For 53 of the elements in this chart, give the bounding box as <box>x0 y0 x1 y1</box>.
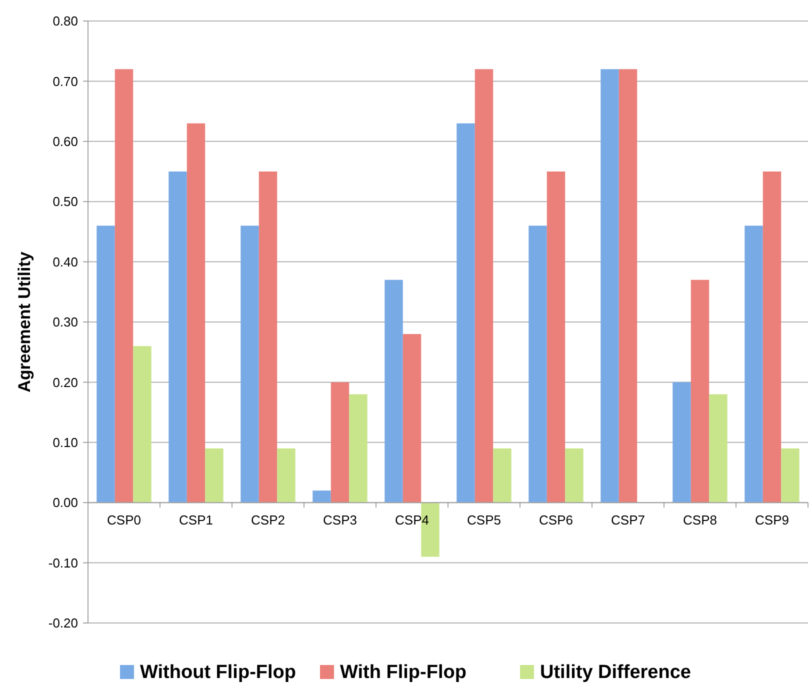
bar <box>258 172 278 503</box>
bar <box>384 280 403 503</box>
bar <box>546 172 566 503</box>
bar <box>690 280 710 503</box>
y-axis-title: Agreement Utility <box>15 251 34 392</box>
y-tick-label: 0.60 <box>52 134 78 149</box>
y-tick-label: 0.40 <box>52 254 78 270</box>
bar <box>349 394 368 503</box>
bar <box>709 394 728 503</box>
bar <box>330 382 350 503</box>
bar <box>402 334 422 503</box>
y-tick-label: 0.30 <box>52 314 78 330</box>
y-tick-label: 0.10 <box>52 434 78 450</box>
bar <box>672 382 691 503</box>
bar <box>277 448 296 503</box>
bar <box>186 123 206 503</box>
x-tick-label: CSP8 <box>683 512 717 528</box>
bar <box>474 69 494 503</box>
bar <box>600 69 619 503</box>
bar <box>565 448 584 503</box>
legend-label: Without Flip-Flop <box>140 662 296 683</box>
bar <box>133 346 152 503</box>
legend-label: Utility Difference <box>540 662 691 683</box>
bar <box>456 123 475 503</box>
y-tick-label: 0.80 <box>52 14 78 29</box>
bar <box>528 226 547 503</box>
x-tick-label: CSP5 <box>467 512 501 528</box>
bar <box>168 172 187 503</box>
x-tick-label: CSP4 <box>395 512 429 528</box>
y-tick-label: -0.20 <box>48 616 78 631</box>
bar <box>240 226 259 503</box>
y-tick-label: -0.10 <box>48 555 78 570</box>
x-tick-label: CSP7 <box>611 512 645 528</box>
x-tick-label: CSP6 <box>539 512 573 528</box>
x-tick-label: CSP3 <box>323 512 357 528</box>
bar <box>781 448 800 503</box>
bar <box>493 448 512 503</box>
x-tick-label: CSP9 <box>755 512 789 528</box>
bar <box>96 226 115 503</box>
bar <box>744 226 763 503</box>
bar <box>205 448 224 503</box>
bar <box>762 172 782 503</box>
y-tick-label: 0.50 <box>52 194 78 210</box>
x-tick-label: CSP2 <box>251 512 285 528</box>
y-tick-label: 0.00 <box>52 495 78 510</box>
bar <box>312 490 331 503</box>
y-tick-label: 0.70 <box>52 74 78 89</box>
y-tick-label: 0.20 <box>52 374 78 390</box>
x-tick-label: CSP0 <box>107 512 141 528</box>
bar <box>114 69 134 503</box>
x-tick-label: CSP1 <box>179 512 213 528</box>
legend-label: With Flip-Flop <box>340 662 466 683</box>
bar <box>618 69 638 503</box>
